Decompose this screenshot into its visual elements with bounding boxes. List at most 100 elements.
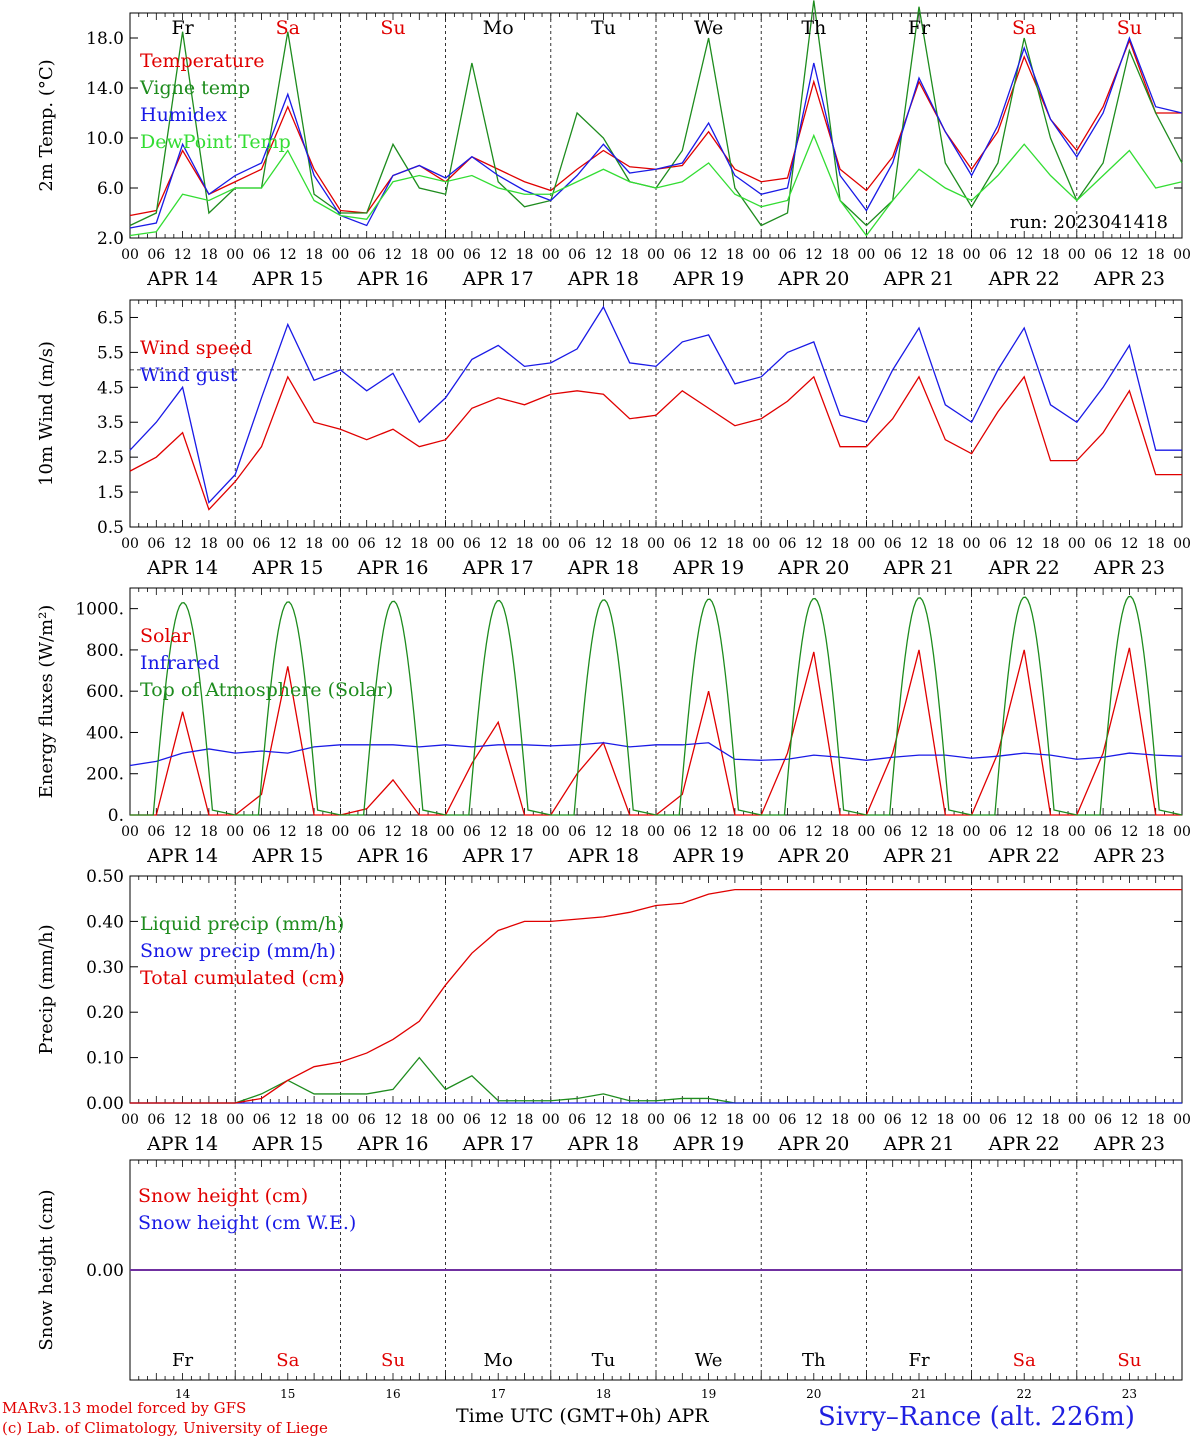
hour-tick-label: 18 — [305, 247, 323, 263]
y-tick-label: 0.5 — [97, 518, 124, 538]
weekday-label-top: Sa — [276, 17, 300, 39]
hour-tick-label: 18 — [726, 536, 744, 552]
hour-tick-label: 00 — [542, 536, 560, 552]
date-label: APR 18 — [567, 845, 639, 867]
hour-tick-label: 18 — [831, 247, 849, 263]
hour-tick-label: 00 — [963, 247, 981, 263]
hour-tick-label: 06 — [463, 824, 481, 840]
weekday-label-top: Su — [1117, 17, 1142, 39]
legend-wind-speed: Wind speed — [140, 337, 252, 359]
hour-tick-label: 00 — [331, 824, 349, 840]
hour-tick-label: 00 — [963, 536, 981, 552]
hour-tick-label: 00 — [121, 247, 139, 263]
hour-tick-label: 00 — [857, 1112, 875, 1128]
hour-tick-label: 00 — [121, 1112, 139, 1128]
series-line-3-2 — [130, 888, 1182, 1104]
date-label: APR 20 — [777, 268, 849, 290]
hour-tick-label: 18 — [936, 1112, 954, 1128]
y-tick-label: 800. — [86, 641, 124, 661]
hour-tick-label: 00 — [437, 824, 455, 840]
hour-tick-label: 18 — [1147, 824, 1165, 840]
date-label: APR 16 — [356, 268, 428, 290]
hour-tick-label: 18 — [1042, 1112, 1060, 1128]
hour-tick-label: 00 — [226, 824, 244, 840]
date-label: APR 23 — [1093, 1133, 1165, 1155]
hour-tick-label: 06 — [1094, 824, 1112, 840]
hour-tick-label: 18 — [305, 824, 323, 840]
hour-tick-label: 18 — [831, 824, 849, 840]
y-tick-label: 10.0 — [86, 129, 124, 149]
weekday-label-bottom: Su — [1117, 1350, 1141, 1371]
series-line-2-1 — [129, 742, 1183, 767]
weekday-label-bottom: We — [695, 1350, 723, 1371]
hour-tick-label: 12 — [279, 824, 297, 840]
date-label: APR 17 — [462, 268, 534, 290]
hour-tick-label: 12 — [1015, 824, 1033, 840]
hour-tick-label: 00 — [1173, 824, 1191, 840]
legend-infrared: Infrared — [140, 652, 220, 674]
date-label: APR 21 — [882, 557, 954, 579]
x-axis-title: Time UTC (GMT+0h) APR — [456, 1405, 709, 1427]
hour-tick-label: 00 — [647, 824, 665, 840]
station-title: Sivry–Rance (alt. 226m) — [818, 1402, 1135, 1432]
hour-tick-label: 12 — [489, 824, 507, 840]
y-tick-label: 1000. — [75, 600, 124, 620]
weekday-label-top: Th — [801, 17, 826, 39]
date-label: APR 23 — [1093, 845, 1165, 867]
date-label: APR 21 — [882, 845, 954, 867]
date-label: APR 23 — [1093, 268, 1165, 290]
hour-tick-label: 06 — [568, 824, 586, 840]
hour-tick-label: 18 — [936, 247, 954, 263]
weekday-label-top: Fr — [908, 17, 931, 39]
hour-tick-label: 06 — [568, 1112, 586, 1128]
date-label: APR 19 — [672, 845, 744, 867]
legend-wind-gust: Wind gust — [140, 364, 238, 386]
hour-tick-label: 18 — [726, 1112, 744, 1128]
y-tick-label: 0.10 — [86, 1049, 124, 1069]
hour-tick-label: 06 — [358, 1112, 376, 1128]
hour-tick-label: 18 — [1147, 536, 1165, 552]
date-label: APR 19 — [672, 1133, 744, 1155]
hour-tick-label: 06 — [989, 247, 1007, 263]
hour-tick-label: 12 — [279, 1112, 297, 1128]
hour-tick-label: 06 — [147, 247, 165, 263]
hour-tick-label: 18 — [936, 536, 954, 552]
y-tick-label: 0.00 — [86, 1094, 124, 1114]
hour-tick-label: 12 — [1120, 536, 1138, 552]
date-label: APR 22 — [988, 845, 1060, 867]
hour-tick-label: 00 — [752, 1112, 770, 1128]
hour-tick-label: 12 — [910, 824, 928, 840]
hour-tick-label: 06 — [989, 824, 1007, 840]
hour-tick-label: 12 — [489, 247, 507, 263]
hour-tick-label: 18 — [200, 247, 218, 263]
day-number: 20 — [806, 1387, 821, 1401]
hour-tick-label: 00 — [1173, 536, 1191, 552]
date-label: APR 14 — [146, 845, 218, 867]
hour-tick-label: 06 — [884, 536, 902, 552]
legend-snow-precip-mm-h-: Snow precip (mm/h) — [140, 940, 336, 962]
day-number: 19 — [701, 1387, 716, 1401]
hour-tick-label: 06 — [779, 247, 797, 263]
hour-tick-label: 12 — [1120, 1112, 1138, 1128]
weekday-label-bottom: Sa — [1013, 1350, 1036, 1371]
date-label: APR 23 — [1093, 557, 1165, 579]
y-tick-label: 6.0 — [97, 179, 124, 199]
hour-tick-label: 18 — [305, 536, 323, 552]
hour-tick-label: 12 — [1015, 1112, 1033, 1128]
hour-tick-label: 12 — [910, 247, 928, 263]
y-tick-label: 0.40 — [86, 912, 124, 932]
hour-tick-label: 06 — [884, 247, 902, 263]
date-label: APR 21 — [882, 268, 954, 290]
hour-tick-label: 12 — [805, 247, 823, 263]
legend-total-cumulated-cm-: Total cumulated (cm) — [140, 967, 345, 989]
date-label: APR 16 — [356, 557, 428, 579]
hour-tick-label: 00 — [542, 1112, 560, 1128]
hour-tick-label: 00 — [1173, 1112, 1191, 1128]
y-tick-label: 18.0 — [86, 29, 124, 49]
hour-tick-label: 06 — [673, 536, 691, 552]
hour-tick-label: 06 — [147, 536, 165, 552]
hour-tick-label: 18 — [1147, 247, 1165, 263]
hour-tick-label: 12 — [1015, 247, 1033, 263]
hour-tick-label: 12 — [805, 824, 823, 840]
legend-temperature: Temperature — [140, 50, 264, 72]
